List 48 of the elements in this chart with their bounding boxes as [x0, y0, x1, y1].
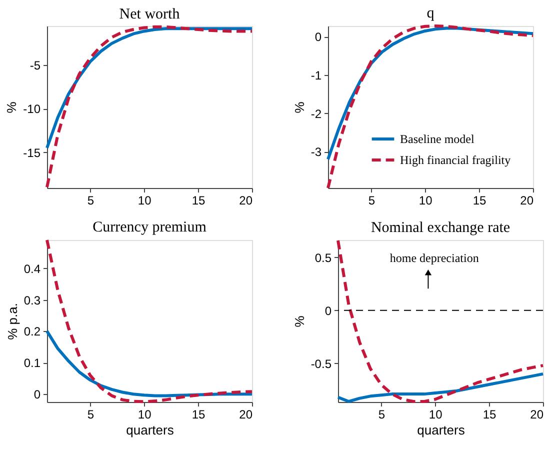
y-axis-title: % [292, 101, 307, 114]
y-tick-label: -3 [310, 145, 322, 160]
y-axis-title: % [4, 101, 20, 114]
y-tick-label: 0.5 [314, 250, 332, 265]
legend-label: Baseline model [400, 132, 475, 146]
y-tick-label: 0 [324, 304, 332, 318]
x-tick-label: 15 [192, 408, 206, 422]
x-tick-label: 10 [138, 408, 152, 422]
line-series [46, 25, 254, 189]
y-tick-label: 0 [34, 388, 41, 402]
annotation: home depreciation [390, 250, 479, 265]
y-tick-label: -10 [23, 102, 41, 116]
y-tick-label: 0 [314, 30, 322, 44]
y-tick-label: -5 [30, 58, 41, 73]
y-tick-label: 0.2 [24, 324, 41, 339]
y-tick-label: 0.1 [24, 356, 41, 370]
x-tick-label: 5 [87, 194, 94, 208]
y-tick-label: 0.3 [24, 293, 41, 308]
x-tick-label: 20 [239, 408, 253, 422]
y-tick-label: -15 [23, 146, 41, 160]
chart-title: Net worth [119, 6, 180, 22]
chart-title: q [426, 6, 435, 22]
x-tick-label: 15 [472, 194, 487, 208]
x-tick-label: 10 [138, 194, 152, 208]
x-axis-title: quarters [417, 422, 466, 438]
y-axis-title: % p.a. [4, 303, 20, 340]
y-tick-label: -0.5 [310, 356, 332, 371]
x-tick-label: 20 [530, 408, 544, 422]
x-tick-label: 20 [239, 194, 253, 208]
x-tick-label: 15 [192, 194, 206, 208]
x-axis-title: quarters [126, 422, 174, 438]
x-tick-label: 15 [482, 408, 497, 422]
x-tick-label: 5 [378, 408, 386, 422]
y-tick-label: 0.4 [24, 262, 41, 276]
x-tick-label: 20 [520, 194, 534, 208]
line-series [336, 239, 544, 403]
x-tick-label: 5 [87, 408, 94, 422]
line-series [326, 24, 534, 190]
chart-title: Currency premium [92, 220, 207, 236]
x-tick-label: 10 [418, 194, 433, 208]
x-tick-label: 5 [368, 194, 376, 208]
legend-label: High financial fragility [400, 153, 511, 167]
x-tick-label: 10 [428, 408, 443, 422]
chart-title: Nominal exchange rate [370, 220, 510, 236]
y-tick-label: -1 [310, 68, 322, 83]
y-axis-title: % [292, 315, 307, 328]
line-series [46, 238, 254, 404]
y-tick-label: -2 [310, 106, 322, 121]
